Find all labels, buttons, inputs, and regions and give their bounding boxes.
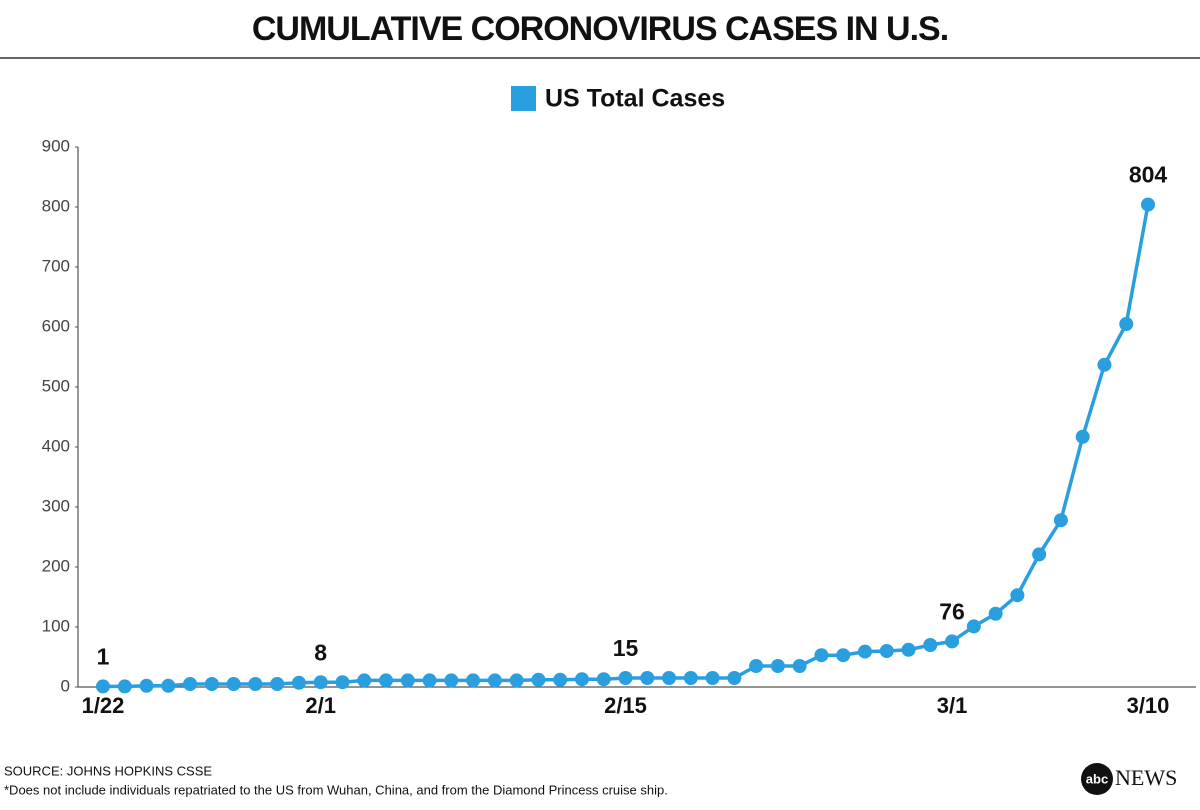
data-point (836, 648, 851, 663)
y-tick-label: 300 (42, 496, 70, 515)
data-point (400, 673, 415, 688)
legend-label: US Total Cases (545, 85, 725, 113)
data-point (248, 677, 263, 691)
data-label: 15 (613, 635, 639, 661)
data-point (422, 673, 437, 688)
y-tick-label: 900 (42, 136, 70, 155)
data-label: 8 (314, 639, 327, 665)
data-point (1119, 317, 1134, 331)
data-point (988, 606, 1003, 621)
data-point (705, 671, 720, 685)
data-point (1010, 588, 1025, 603)
data-point (204, 677, 219, 691)
data-point (357, 673, 372, 688)
data-point (509, 673, 524, 688)
data-point (444, 673, 459, 688)
data-point (161, 678, 176, 693)
x-tick-label: 3/1 (937, 693, 968, 718)
data-point (531, 672, 546, 687)
data-point (814, 648, 829, 663)
y-tick-label: 500 (42, 376, 70, 395)
data-point (792, 659, 807, 673)
data-point (1097, 357, 1112, 372)
data-point (1075, 429, 1090, 444)
data-point (335, 675, 350, 690)
data-point (770, 659, 785, 673)
data-point (574, 672, 589, 687)
y-tick-label: 0 (61, 676, 70, 695)
data-label: 76 (939, 598, 965, 624)
source: SOURCE: JOHNS HOPKINS CSSE (4, 763, 212, 778)
x-tick-label: 1/22 (82, 693, 125, 718)
data-point (879, 644, 894, 658)
data-point (966, 619, 981, 634)
x-tick-label: 2/15 (604, 693, 647, 718)
data-point (183, 677, 198, 691)
data-point (901, 642, 916, 657)
data-point (945, 634, 960, 649)
data-point (96, 679, 110, 694)
y-tick-label: 700 (42, 256, 70, 275)
legend-swatch (511, 86, 536, 111)
data-point (1053, 513, 1068, 528)
data-point (139, 678, 154, 693)
brand-mark: abc (1086, 771, 1108, 786)
data-point (553, 672, 568, 687)
data-point (727, 671, 742, 685)
data-point (313, 675, 328, 690)
data-point (291, 675, 306, 690)
data-label: 1 (97, 643, 110, 669)
y-tick-label: 400 (42, 436, 70, 455)
chart-title: CUMULATIVE CORONOVIRUS CASES IN U.S. (252, 10, 948, 48)
data-point (640, 671, 655, 685)
x-tick-label: 2/1 (305, 693, 336, 718)
data-point (749, 659, 764, 673)
data-point (1141, 197, 1155, 212)
note: *Does not include individuals repatriate… (4, 782, 668, 797)
data-point (923, 638, 938, 652)
data-point (466, 673, 481, 688)
brand-logo (1081, 763, 1113, 795)
data-point (596, 672, 611, 687)
data-point (618, 671, 633, 685)
data-point (857, 644, 872, 659)
data-point (487, 673, 502, 688)
y-tick-label: 600 (42, 316, 70, 335)
y-tick-label: 200 (42, 556, 70, 575)
data-point (683, 671, 698, 685)
data-point (226, 677, 241, 691)
data-point (662, 671, 677, 685)
data-label: 804 (1129, 162, 1168, 188)
y-tick-label: 800 (42, 196, 70, 215)
y-tick-label: 100 (42, 616, 70, 635)
data-point (379, 673, 394, 688)
x-tick-label: 3/10 (1127, 693, 1170, 718)
data-point (1032, 547, 1047, 562)
brand-text: NEWS (1115, 765, 1177, 790)
data-point (270, 677, 285, 691)
data-point (117, 679, 132, 694)
